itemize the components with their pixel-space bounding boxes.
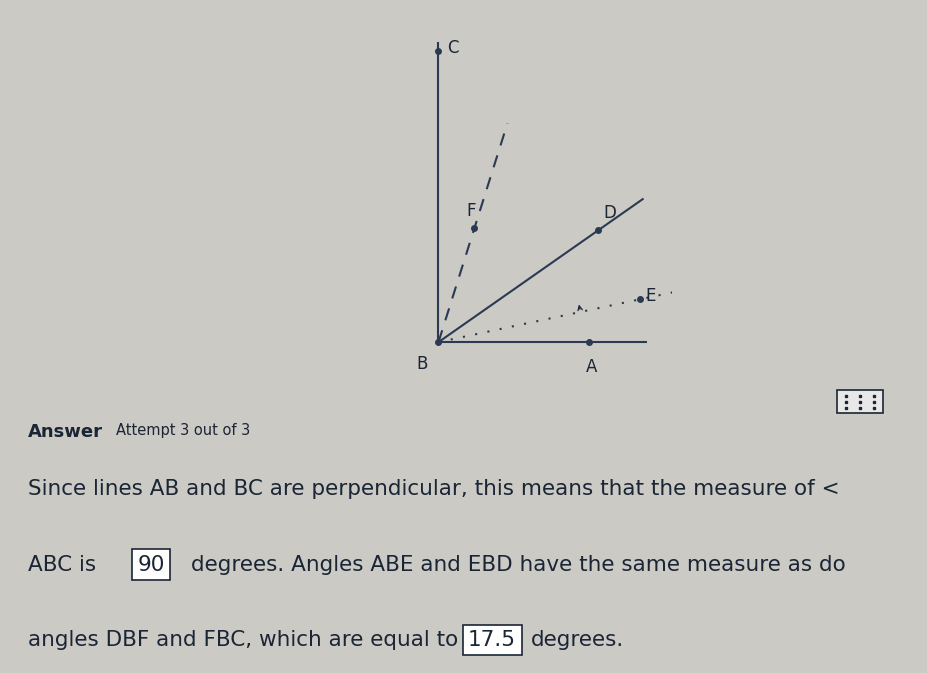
Text: E: E — [645, 287, 655, 306]
Text: Answer: Answer — [28, 423, 103, 441]
Text: 17.5: 17.5 — [468, 630, 516, 650]
Text: F: F — [466, 202, 476, 220]
Text: D: D — [603, 204, 616, 222]
Text: A: A — [586, 358, 598, 376]
Text: 90: 90 — [137, 555, 165, 575]
Text: Since lines AB and BC are perpendicular, this means that the measure of <: Since lines AB and BC are perpendicular,… — [28, 479, 840, 499]
Text: angles DBF and FBC, which are equal to: angles DBF and FBC, which are equal to — [28, 630, 465, 650]
Text: degrees. Angles ABE and EBD have the same measure as do: degrees. Angles ABE and EBD have the sam… — [191, 555, 845, 575]
Text: C: C — [447, 38, 458, 57]
Text: degrees.: degrees. — [531, 630, 625, 650]
Text: B: B — [416, 355, 428, 373]
FancyBboxPatch shape — [837, 390, 883, 413]
Text: ABC is: ABC is — [28, 555, 103, 575]
Text: Attempt 3 out of 3: Attempt 3 out of 3 — [116, 423, 250, 437]
